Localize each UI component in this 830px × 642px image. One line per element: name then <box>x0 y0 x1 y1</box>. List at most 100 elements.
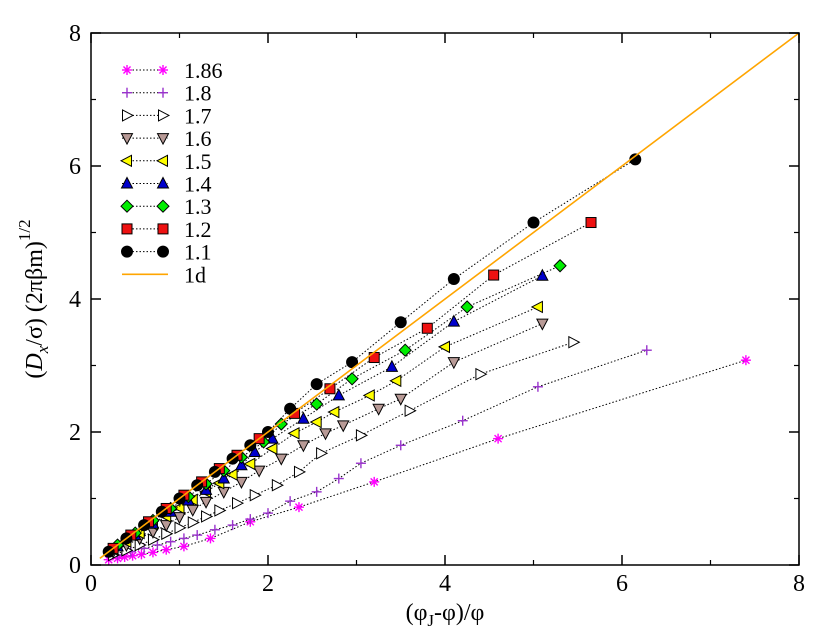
legend-marker <box>122 109 135 122</box>
data-point <box>297 411 310 424</box>
series-line <box>99 32 800 559</box>
data-point <box>187 516 200 529</box>
data-point <box>225 468 238 481</box>
data-point <box>235 458 248 471</box>
legend-item: 1.86 <box>122 58 223 83</box>
data-point <box>327 405 340 419</box>
data-point <box>136 549 147 560</box>
legend: 1.861.81.71.61.51.41.31.21.11d <box>119 58 223 287</box>
legend-item: 1.2 <box>121 217 212 242</box>
data-point <box>159 520 173 533</box>
data-point <box>336 420 350 433</box>
data-point <box>152 540 163 551</box>
data-point <box>249 488 262 502</box>
data-point <box>316 446 329 460</box>
legend-item: 1.1 <box>121 240 212 265</box>
x-label-part-2: -φ)/φ <box>434 600 484 626</box>
legend-marker <box>120 199 134 213</box>
data-point <box>447 273 460 286</box>
data-point <box>355 458 366 469</box>
data-point <box>398 343 412 357</box>
legend-marker <box>119 154 132 168</box>
legend-label: 1.6 <box>184 126 212 151</box>
data-point <box>205 533 216 544</box>
data-point <box>460 300 474 314</box>
data-point <box>394 393 408 406</box>
data-point <box>362 389 375 402</box>
legend-marker <box>122 87 132 98</box>
data-point <box>186 504 200 517</box>
legend-label: 1.1 <box>184 240 212 265</box>
legend-marker <box>157 245 169 258</box>
data-point <box>235 476 248 489</box>
data-point <box>245 514 256 525</box>
data-point <box>585 217 597 229</box>
data-point <box>369 476 380 487</box>
legend-marker <box>122 65 132 75</box>
legend-marker <box>158 65 168 75</box>
data-point <box>332 388 346 401</box>
data-point <box>309 397 324 411</box>
legend-item: 1d <box>122 262 206 287</box>
y-label-part-2: /σ) (2πβm) <box>22 241 48 346</box>
data-point <box>740 355 751 366</box>
legend-label: 1.3 <box>184 194 212 219</box>
legend-item: 1.6 <box>120 126 212 151</box>
data-point <box>209 524 220 535</box>
data-point <box>174 521 187 535</box>
data-point <box>172 501 185 515</box>
legend-marker <box>158 109 171 122</box>
x-tick-label: 4 <box>439 571 451 597</box>
legend-item: 1.5 <box>119 149 212 174</box>
data-point <box>457 415 468 426</box>
data-point <box>310 378 323 391</box>
data-point <box>530 300 543 314</box>
x-label-part-1: (φ <box>406 600 428 626</box>
data-point <box>263 508 273 519</box>
series-line <box>112 341 574 556</box>
series-line <box>117 349 647 556</box>
legend-marker <box>156 176 170 189</box>
axis-ticks: 0 2 4 6 8 0 2 4 6 8 <box>69 21 805 597</box>
data-point <box>475 367 488 381</box>
data-point <box>178 533 189 544</box>
data-point <box>319 428 332 441</box>
data-point <box>293 502 304 513</box>
legend-item: 1.3 <box>120 194 212 219</box>
data-point <box>243 457 256 471</box>
data-point <box>355 428 369 442</box>
x-tick-label: 2 <box>262 571 274 597</box>
data-point <box>385 359 399 372</box>
legend-label: 1.5 <box>184 149 212 174</box>
data-point <box>311 486 322 497</box>
x-label-sub-J: J <box>427 611 434 630</box>
data-point <box>372 403 385 416</box>
data-point <box>394 316 407 329</box>
series-1.86 <box>103 355 751 565</box>
y-axis-label: (Dx/σ) (2πβm)1/2 <box>15 219 52 378</box>
plot-area <box>99 32 800 565</box>
y-tick-label: 0 <box>69 553 81 579</box>
data-point <box>309 415 322 429</box>
data-point <box>214 504 227 517</box>
series-line <box>108 359 747 561</box>
legend-label: 1.2 <box>184 217 212 242</box>
y-label-sup: 1/2 <box>15 219 34 241</box>
legend-marker <box>156 199 170 213</box>
data-point <box>447 314 461 327</box>
legend-marker <box>158 87 168 98</box>
data-point <box>161 544 172 555</box>
series-1.8 <box>112 345 652 561</box>
legend-marker <box>157 223 169 235</box>
data-point <box>395 440 406 451</box>
legend-marker <box>120 176 134 189</box>
y-tick-label: 8 <box>69 21 81 47</box>
legend-label: 1.7 <box>184 103 212 128</box>
data-point <box>201 510 214 523</box>
data-point <box>437 340 450 354</box>
data-point <box>227 520 238 531</box>
data-point <box>568 335 581 349</box>
series-1.6 <box>106 318 549 559</box>
y-tick-label: 4 <box>69 287 81 313</box>
